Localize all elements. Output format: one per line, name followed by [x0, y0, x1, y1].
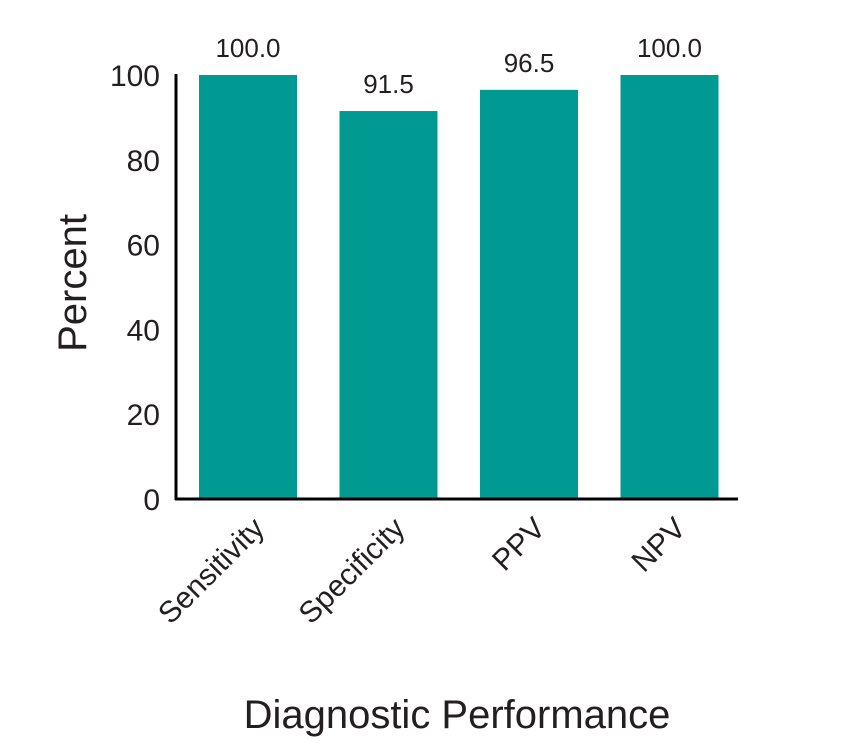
data-label-ppv: 96.5: [504, 48, 555, 78]
y-tick-label-40: 40: [127, 314, 160, 347]
y-tick-label-100: 100: [110, 60, 160, 93]
x-axis-title: Diagnostic Performance: [244, 693, 671, 737]
data-label-sensitivity: 100.0: [215, 33, 280, 63]
bar-ppv: [480, 89, 578, 499]
x-tick-label-specificity: Specificity: [293, 512, 412, 631]
bar-sensitivity: [199, 75, 297, 499]
bar-specificity: [339, 111, 438, 499]
y-tick-label-60: 60: [127, 230, 160, 263]
y-axis-ticks: 0 20 40 60 80 100: [110, 60, 160, 517]
x-axis-categories: Sensitivity Specificity PPV NPV: [152, 512, 692, 631]
y-tick-label-80: 80: [127, 145, 160, 178]
data-label-npv: 100.0: [637, 33, 702, 63]
value-labels-layer: 100.0 91.5 96.5 100.0: [215, 33, 702, 99]
y-tick-label-0: 0: [143, 484, 160, 517]
x-tick-label-ppv: PPV: [486, 512, 552, 578]
bar-npv: [620, 75, 719, 499]
data-label-specificity: 91.5: [363, 69, 414, 99]
x-tick-label-npv: NPV: [625, 512, 692, 579]
x-tick-label-sensitivity: Sensitivity: [152, 512, 271, 631]
bars-layer: [199, 75, 719, 499]
y-axis-title: Percent: [51, 214, 95, 352]
y-tick-label-20: 20: [127, 399, 160, 432]
